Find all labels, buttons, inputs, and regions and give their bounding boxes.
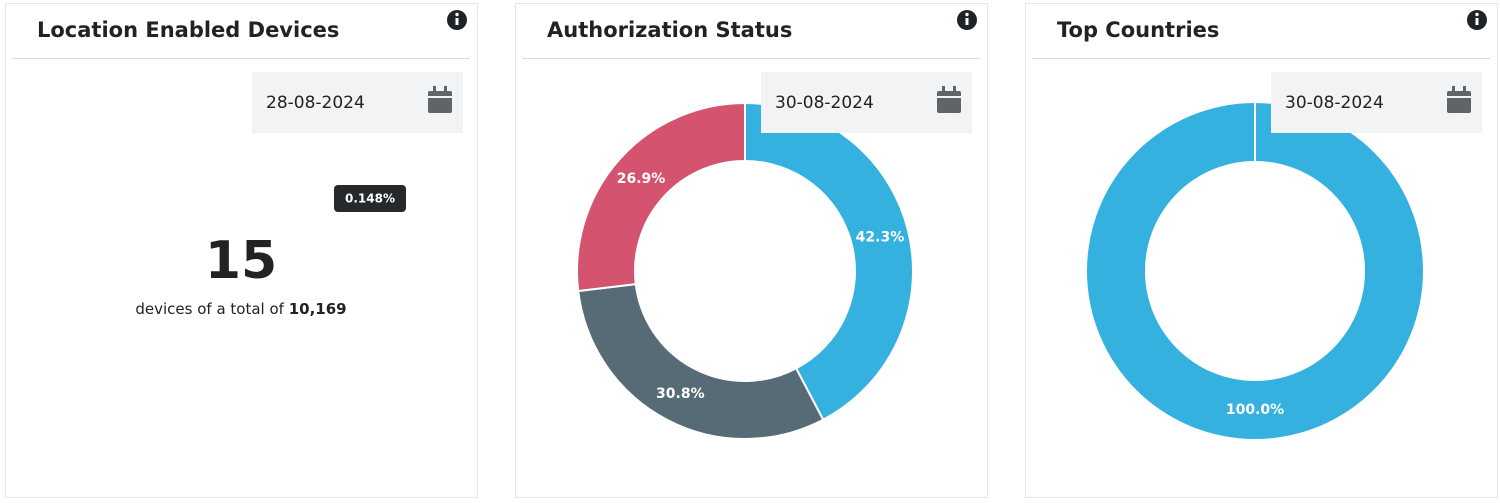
info-glyph [455, 18, 459, 25]
donut-slice [577, 282, 825, 440]
date-box [1271, 72, 1482, 133]
caption-text: devices of a total of [135, 300, 284, 318]
slice-label: 42.3% [856, 230, 905, 246]
info-glyph [965, 18, 969, 25]
card-title: Top Countries [1057, 18, 1219, 42]
info-glyph [1475, 18, 1479, 25]
calendar-band [428, 96, 452, 98]
date-picker[interactable]: 30-08-2024 [1271, 72, 1482, 133]
date-text: 30-08-2024 [775, 93, 874, 113]
info-dot [965, 12, 969, 17]
calendar-band [1447, 96, 1471, 98]
calendar-icon [428, 91, 452, 113]
calendar-ring [1452, 86, 1455, 93]
badge-text: 0.148% [345, 192, 395, 206]
calendar-ring [942, 86, 945, 93]
info-dot [455, 12, 459, 17]
donut-slice [744, 101, 914, 422]
donut-slice [1087, 103, 1423, 439]
date-box [761, 72, 972, 133]
slice-label: 100.0% [1226, 402, 1284, 418]
date-text: 30-08-2024 [1285, 93, 1384, 113]
donut-slice [576, 101, 746, 293]
calendar-ring [1463, 86, 1466, 93]
calendar-icon [1447, 91, 1471, 113]
slice-label: 26.9% [617, 171, 666, 187]
info-dot [1475, 12, 1479, 17]
badge-box [334, 185, 406, 212]
calendar-ring [444, 86, 447, 93]
info-icon[interactable] [957, 10, 977, 30]
calendar-icon [937, 91, 961, 113]
date-picker[interactable]: 30-08-2024 [761, 72, 972, 133]
date-box [252, 72, 463, 133]
card-title: Authorization Status [547, 18, 792, 42]
info-icon[interactable] [1467, 10, 1487, 30]
calendar-ring [953, 86, 956, 93]
slice-label: 30.8% [656, 386, 705, 402]
date-picker[interactable]: 28-08-2024 [252, 72, 463, 133]
info-icon[interactable] [447, 10, 467, 30]
total-count: 10,169 [289, 300, 347, 318]
calendar-ring [433, 86, 436, 93]
device-count: 15 [205, 231, 277, 291]
calendar-band [937, 96, 961, 98]
card-title: Location Enabled Devices [37, 18, 339, 42]
caption: devices of a total of 10,169 [135, 300, 346, 318]
date-text: 28-08-2024 [266, 93, 365, 113]
